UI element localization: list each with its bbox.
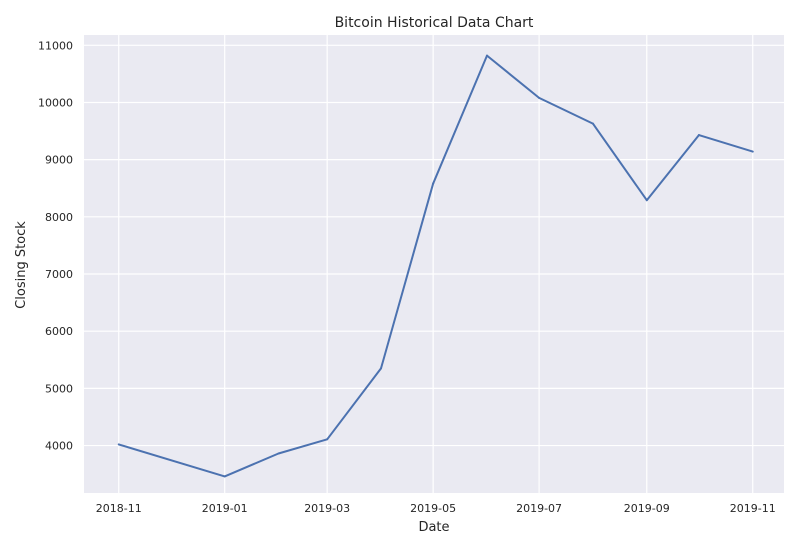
y-tick-label: 11000 — [38, 39, 73, 52]
data-point — [697, 134, 700, 137]
x-tick-label: 2019-03 — [304, 502, 350, 515]
grid — [84, 35, 784, 493]
data-point — [645, 199, 648, 202]
x-axis-label: Date — [418, 520, 449, 535]
x-tick-label: 2019-11 — [730, 502, 776, 515]
data-point — [432, 182, 435, 185]
y-axis-ticks: 4000 5000 6000 7000 8000 9000 10000 11000 — [38, 39, 73, 452]
x-tick-label: 2019-07 — [516, 502, 562, 515]
data-point — [326, 438, 329, 441]
chart-title: Bitcoin Historical Data Chart — [335, 15, 534, 31]
x-tick-label: 2019-01 — [202, 502, 248, 515]
data-point — [380, 367, 383, 370]
x-tick-label: 2018-11 — [96, 502, 142, 515]
y-tick-label: 8000 — [45, 211, 73, 224]
plot-area — [84, 35, 784, 493]
series-line — [118, 54, 753, 478]
x-tick-label: 2019-05 — [410, 502, 456, 515]
data-point — [277, 452, 280, 455]
data-point — [538, 96, 541, 99]
y-tick-label: 9000 — [45, 154, 73, 167]
data-point — [485, 54, 488, 57]
y-tick-label: 5000 — [45, 382, 73, 395]
data-point — [591, 122, 594, 125]
y-tick-label: 7000 — [45, 268, 73, 281]
data-point — [223, 475, 226, 478]
data-point — [117, 443, 120, 446]
y-tick-label: 6000 — [45, 325, 73, 338]
series-layer — [117, 54, 754, 478]
x-axis-ticks: 2018-11 2019-01 2019-03 2019-05 2019-07 2019-… — [96, 502, 776, 515]
x-tick-label: 2019-09 — [624, 502, 670, 515]
data-point — [751, 150, 754, 153]
y-tick-label: 10000 — [38, 96, 73, 109]
y-axis-label: Closing Stock — [14, 221, 29, 309]
y-tick-label: 4000 — [45, 440, 73, 453]
